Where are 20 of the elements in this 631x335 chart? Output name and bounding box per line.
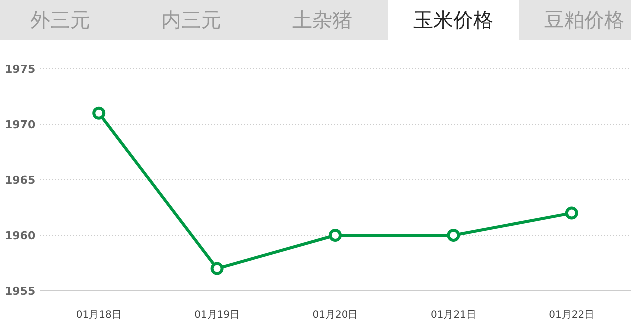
- y-tick-label: 1960: [5, 230, 36, 242]
- x-tick-label: 01月19日: [194, 310, 240, 321]
- text: 豆粕价格: [544, 8, 624, 32]
- text: 土杂猪: [292, 8, 352, 32]
- chart-title: 玉米价格: [414, 8, 494, 32]
- point: [447, 229, 460, 242]
- x-tick-label: 01月20日: [312, 310, 358, 321]
- x-tick-label: 01月18日: [76, 310, 122, 321]
- y-tick-label: 1965: [5, 174, 36, 187]
- point: [92, 106, 106, 120]
- x-tick-label: 01月22日: [549, 310, 595, 321]
- text: 外三元: [30, 8, 90, 32]
- point: [565, 206, 578, 220]
- text: 内三元: [162, 8, 222, 32]
- y-tick-label: 1975: [5, 63, 36, 76]
- y-tick-label: 1955: [5, 285, 36, 298]
- point: [210, 262, 224, 276]
- y-tick-label: 1970: [5, 118, 36, 132]
- point: [329, 229, 342, 242]
- x-tick-label: 01月21日: [430, 310, 476, 321]
